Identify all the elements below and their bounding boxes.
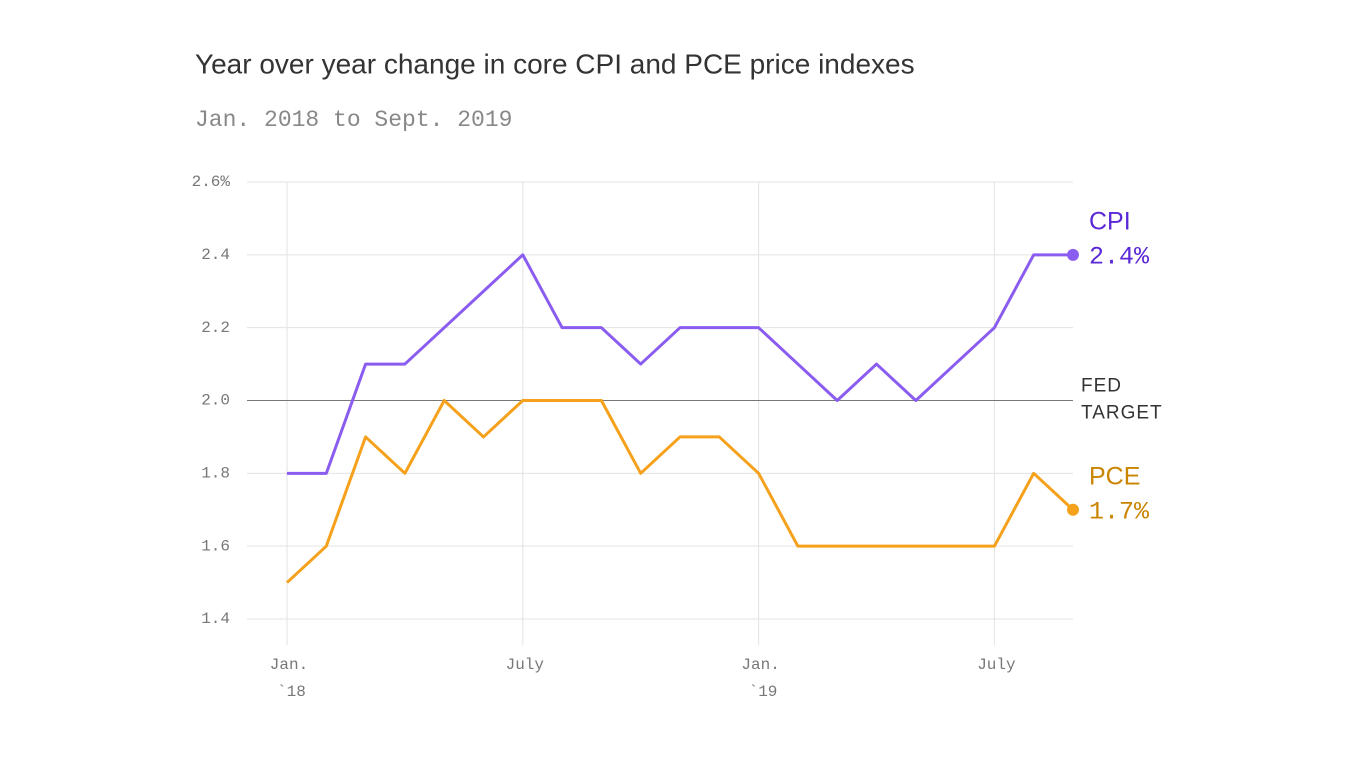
x-tick-label: `18 — [277, 683, 306, 701]
y-tick-label: 1.6 — [201, 537, 230, 555]
series-line — [285, 399, 1075, 584]
series-line — [287, 253, 1073, 475]
x-tick-label: July — [977, 656, 1016, 674]
y-tick-label: 1.4 — [201, 610, 230, 628]
x-tick-label: July — [506, 656, 545, 674]
x-tick-label: Jan. — [270, 656, 308, 674]
y-tick-label: 2.0 — [201, 392, 230, 410]
legend-label: PCE — [1089, 462, 1140, 490]
reference-label: TARGET — [1081, 403, 1163, 424]
legend-label: CPI — [1089, 207, 1131, 235]
end-dot — [1067, 503, 1079, 516]
x-tick-label: Jan. — [741, 656, 779, 674]
x-tick-label: `19 — [749, 683, 778, 701]
end-dot — [1067, 248, 1079, 261]
chart-subtitle: Jan. 2018 to Sept. 2019 — [195, 107, 512, 133]
y-tick-label: 2.2 — [201, 319, 230, 337]
value-label: 1.7% — [1089, 497, 1150, 526]
chart-title: Year over year change in core CPI and PC… — [195, 48, 915, 79]
y-tick-label: 2.6% — [192, 173, 231, 191]
reference-label: FED — [1081, 376, 1122, 397]
y-tick-label: 1.8 — [201, 465, 230, 483]
value-label: 2.4% — [1089, 242, 1150, 271]
y-tick-label: 2.4 — [201, 246, 230, 264]
